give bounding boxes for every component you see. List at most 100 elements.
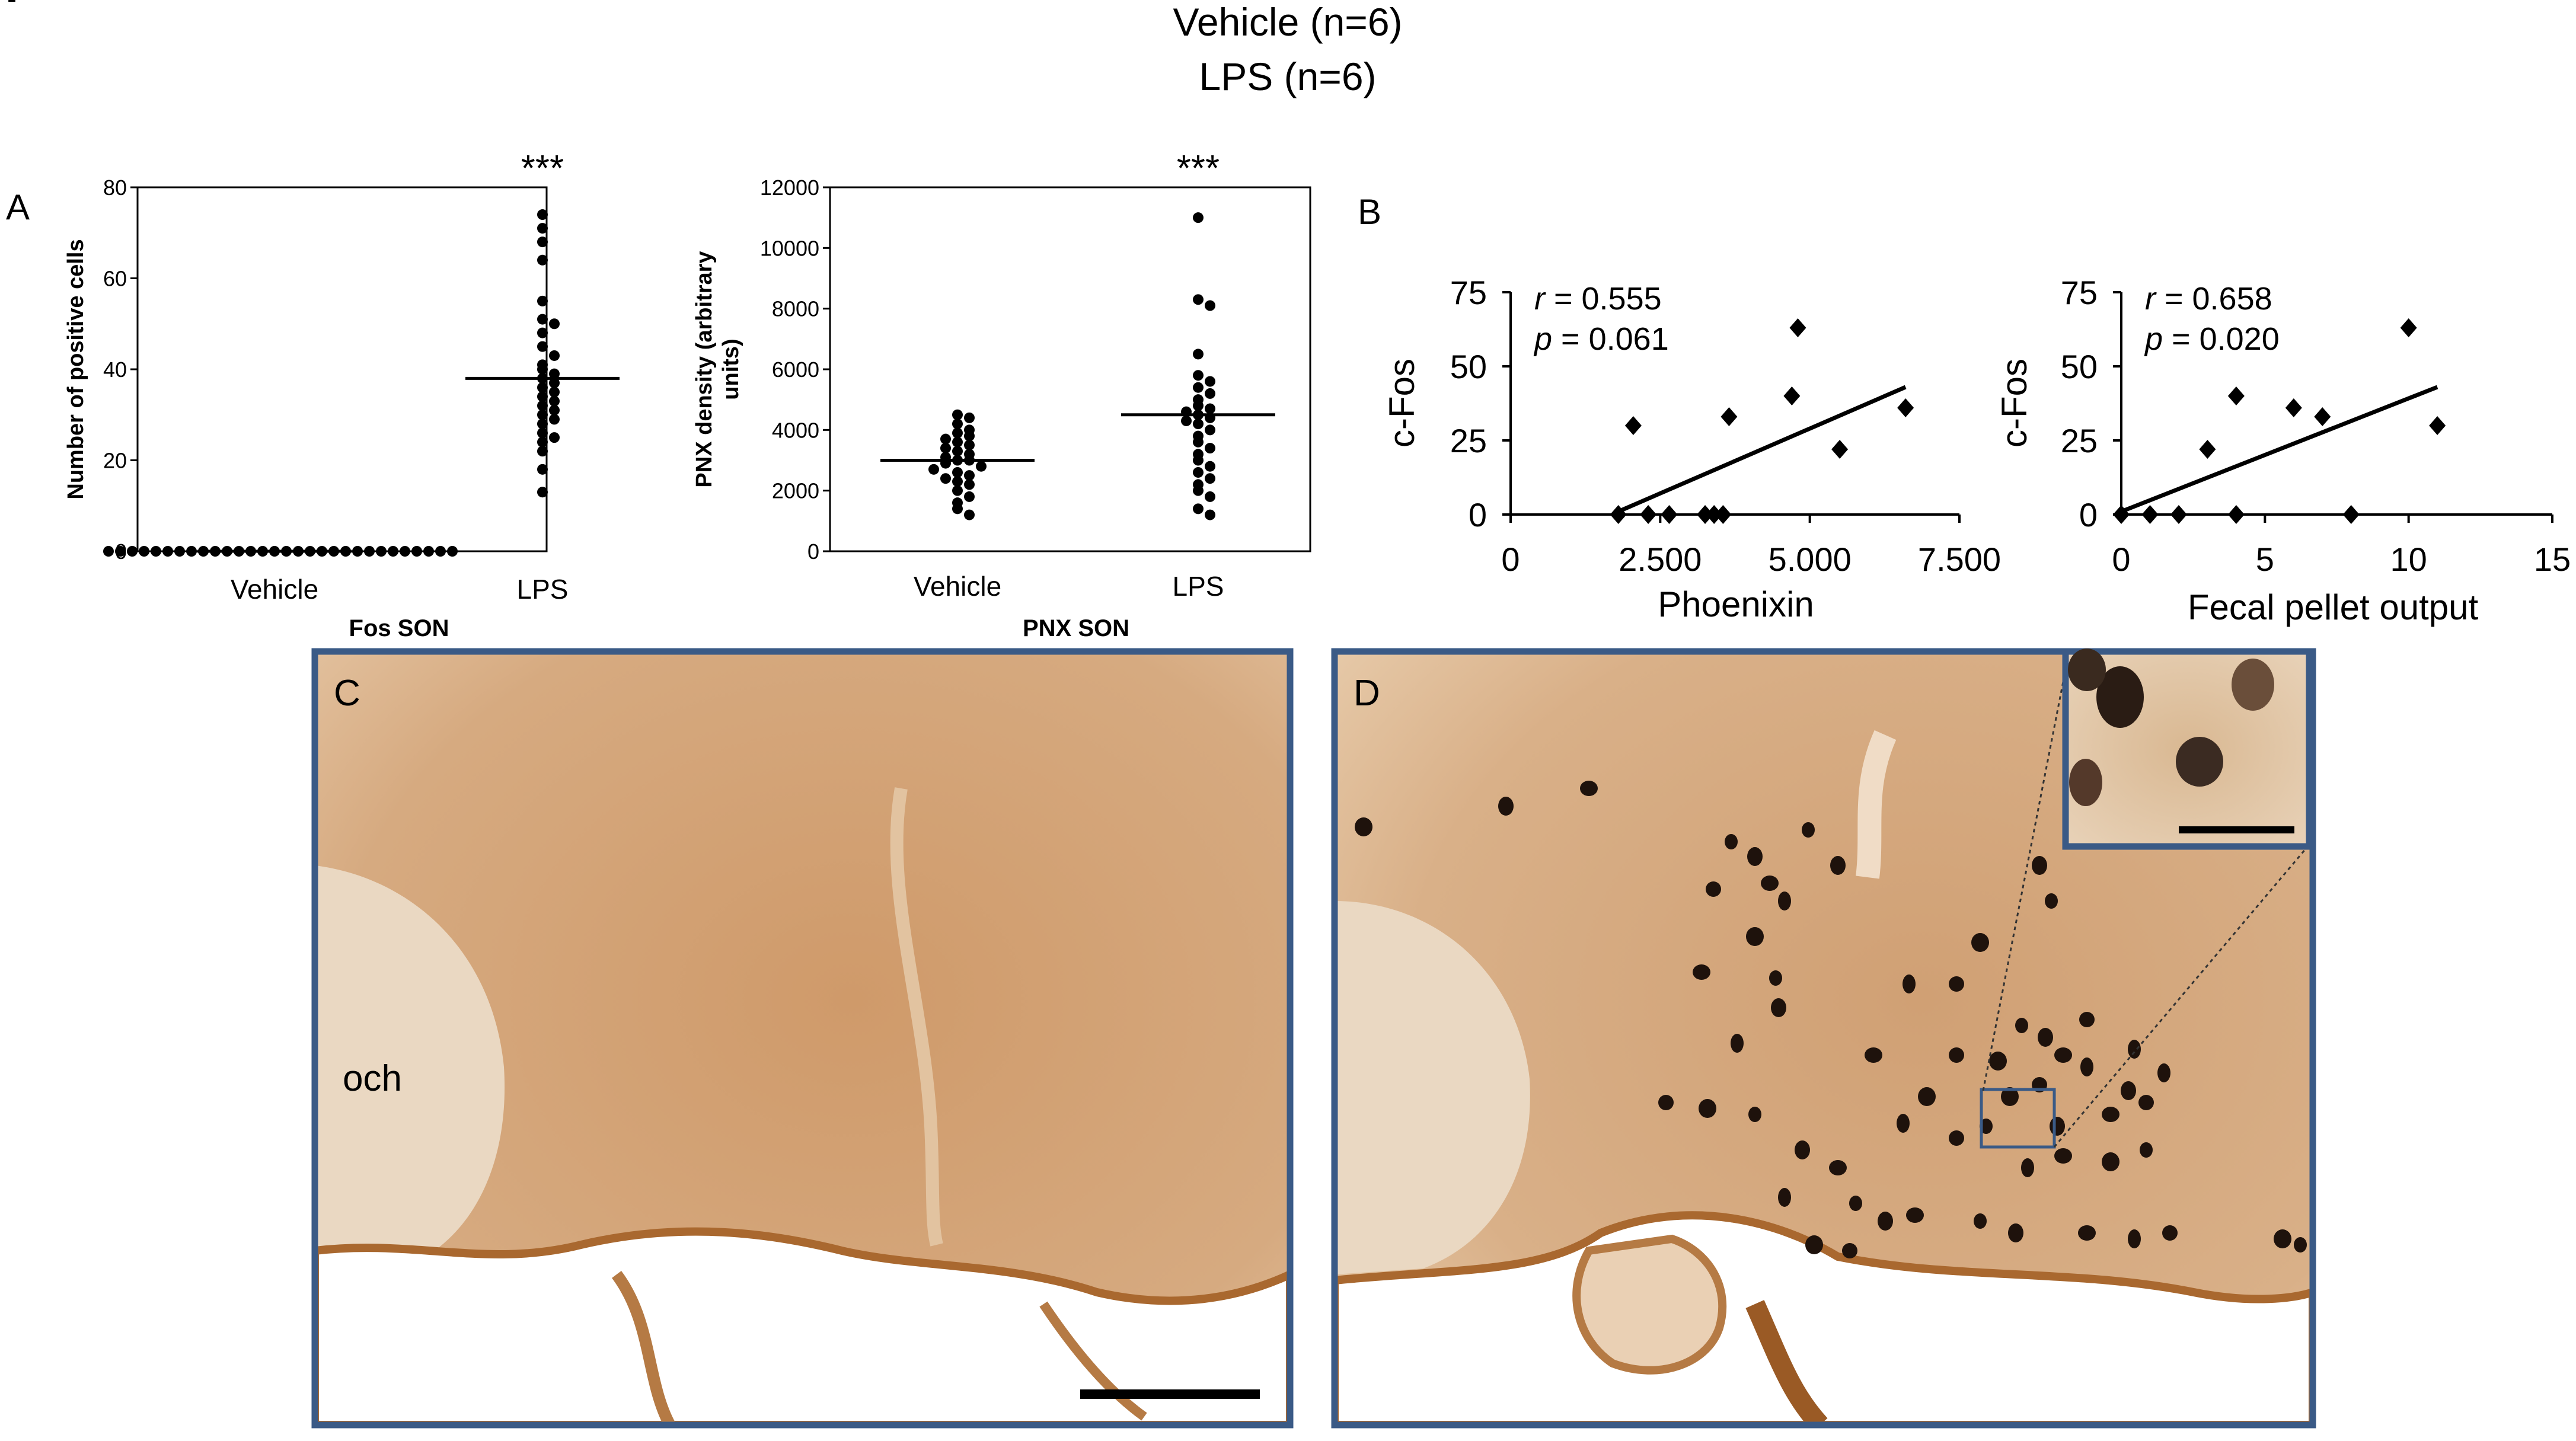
micrograph-c-ventral-edge (315, 1227, 1290, 1425)
data-point (1205, 376, 1215, 387)
data-point (537, 341, 548, 352)
y-tick-label: 8000 (772, 297, 819, 321)
stained-nucleus (1355, 817, 1372, 836)
micrograph-d-frame (1331, 648, 2316, 1429)
stained-nucleus (2054, 1148, 2072, 1164)
phx-x-axis-label: Phoenixin (1658, 584, 1814, 624)
inset-cell (2068, 648, 2106, 691)
y-tick-label: 0 (2079, 496, 2098, 533)
inset-cell (2176, 737, 2223, 787)
data-point (1205, 300, 1215, 311)
stained-nucleus (1725, 834, 1738, 849)
data-point (127, 546, 138, 557)
data-point (537, 464, 548, 475)
stained-nucleus (2140, 1142, 2153, 1158)
data-point (447, 546, 458, 557)
stained-nucleus (1731, 1034, 1744, 1053)
y-tick-label: 50 (1450, 348, 1487, 385)
fecal-trendline (2120, 385, 2438, 514)
stained-nucleus (2045, 893, 2058, 909)
data-point (2141, 505, 2159, 524)
fecal-r-value: = 0.658 (2156, 281, 2272, 317)
data-point (2170, 505, 2187, 524)
data-point (940, 473, 951, 484)
corner-mark: - (7, 0, 17, 15)
data-point (549, 386, 560, 398)
y-tick-label: 80 (103, 175, 127, 200)
phx-r-value: = 0.555 (1545, 281, 1662, 317)
och-label: och (343, 1058, 402, 1099)
data-point (964, 509, 975, 520)
micrograph-d: D (1331, 648, 2316, 1429)
data-point (549, 368, 560, 379)
data-point (952, 427, 963, 439)
fecal-x-axis-label: Fecal pellet output (2188, 587, 2479, 627)
data-point (2342, 505, 2360, 524)
fecal-r-annotation: r = 0.658 (2145, 281, 2272, 317)
data-point (1193, 467, 1204, 478)
data-point (1193, 503, 1204, 515)
panel-a-label: A (6, 187, 30, 227)
stained-nucleus (1829, 1160, 1847, 1175)
data-point (1205, 461, 1215, 472)
stained-nucleus (1971, 933, 1989, 952)
chart-fos-son: 020406080 Number of positive cells Vehic… (63, 148, 620, 641)
fos-significance: *** (521, 148, 564, 189)
data-point (411, 546, 422, 557)
data-point (174, 546, 185, 557)
stained-nucleus (2050, 1117, 2065, 1136)
data-point (2400, 318, 2417, 337)
stained-nucleus (2294, 1237, 2307, 1253)
stained-nucleus (1706, 881, 1721, 897)
data-point (952, 446, 963, 457)
data-point (1205, 403, 1215, 414)
y-tick-label: 40 (103, 357, 127, 382)
data-point (186, 546, 197, 557)
stained-nucleus (1771, 998, 1786, 1017)
data-point (2429, 416, 2446, 435)
fos-chart-title: Fos SON (349, 615, 449, 641)
stained-nucleus (1903, 974, 1916, 993)
micrograph-d-vessel (1856, 730, 1897, 879)
y-tick-label: 12000 (760, 175, 819, 200)
y-tick-label: 75 (2061, 274, 2098, 311)
data-point (537, 400, 548, 411)
fos-plot-frame (136, 186, 548, 552)
micrograph-c-frame (311, 648, 1294, 1429)
stained-nucleus (1849, 1196, 1862, 1211)
data-point (162, 546, 173, 557)
micrograph-d-fiber (1745, 1300, 1828, 1425)
inset-cell (2069, 759, 2102, 806)
inset-cells (2068, 648, 2274, 806)
data-point (400, 546, 410, 557)
micrograph-d-cells (1355, 781, 2307, 1258)
stained-nucleus (1949, 1047, 1964, 1063)
phx-p-symbol: p (1533, 321, 1552, 357)
stained-nucleus (2274, 1229, 2291, 1248)
data-point (1205, 473, 1215, 484)
x-tick-label: 0 (1501, 541, 1520, 578)
stained-nucleus (2121, 1081, 2136, 1100)
phx-p-annotation: p = 0.061 (1533, 321, 1669, 357)
data-point (537, 364, 548, 375)
stained-nucleus (2080, 1057, 2093, 1076)
data-point (2314, 407, 2331, 426)
x-tick-label: 10 (2390, 541, 2427, 578)
micrograph-d-vessel-cut (1572, 1234, 1727, 1375)
stained-nucleus (1746, 927, 1764, 946)
stained-nucleus (2102, 1152, 2119, 1171)
stained-nucleus (1805, 1235, 1823, 1254)
data-point (537, 314, 548, 325)
data-point (1897, 398, 1914, 417)
data-point (1205, 388, 1215, 399)
data-point (964, 412, 975, 423)
stained-nucleus (1949, 976, 1964, 992)
y-tick-label: 2000 (772, 479, 819, 503)
panel-b-label: B (1358, 192, 1381, 232)
data-point (537, 436, 548, 448)
y-tick-label: 4000 (772, 418, 819, 442)
stained-nucleus (1906, 1207, 1924, 1223)
stained-nucleus (1778, 892, 1791, 910)
